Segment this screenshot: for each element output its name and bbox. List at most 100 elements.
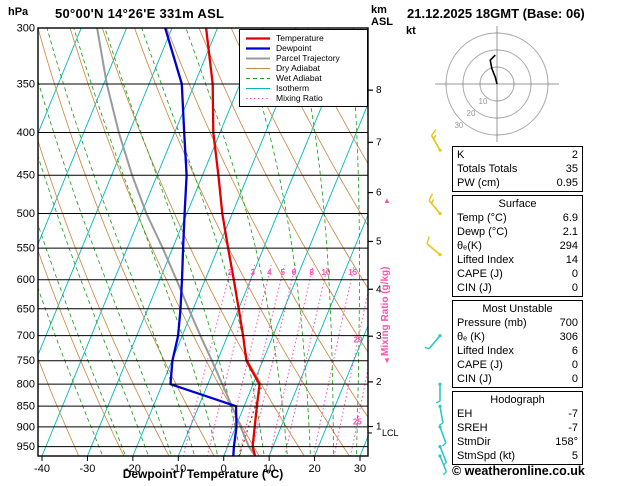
stat-row: Pressure (mb) 700 xyxy=(453,316,582,330)
legend-swatch-mixing-ratio xyxy=(246,97,270,99)
stat-label: CAPE (J) xyxy=(457,359,503,371)
height-axis-unit: km ASL xyxy=(371,4,393,28)
svg-text:3: 3 xyxy=(250,268,255,277)
legend-label: Temperature xyxy=(276,33,324,43)
stat-row: Lifted Index 14 xyxy=(453,253,582,267)
temp-tick-label: -40 xyxy=(34,463,50,475)
legend-item: Dry Adiabat xyxy=(245,63,362,73)
height-axis-unit-asl: ASL xyxy=(371,16,393,28)
wind-barb xyxy=(428,335,441,350)
temp-tick-label: 30 xyxy=(354,463,366,475)
km-tick-label: 6 xyxy=(376,188,382,199)
km-tick-label: 3 xyxy=(376,331,382,342)
stat-value: 306 xyxy=(559,331,578,343)
svg-text:10: 10 xyxy=(322,268,331,277)
stat-label: CAPE (J) xyxy=(457,268,503,280)
stat-value: 0.95 xyxy=(556,177,578,189)
datetime-title: 21.12.2025 18GMT (Base: 06) xyxy=(407,6,585,21)
legend-swatch-parcel-trajectory xyxy=(246,57,270,59)
temp-tick-label: 0 xyxy=(221,463,227,475)
temp-tick-label: -10 xyxy=(170,463,186,475)
pressure-tick-label: 850 xyxy=(17,401,35,413)
stats-section-header: Most Unstable xyxy=(482,303,553,315)
pressure-tick-label: 300 xyxy=(17,23,35,35)
km-tick-label: 2 xyxy=(376,377,382,388)
wind-barb xyxy=(430,135,441,151)
hodograph-ring-label: 10 xyxy=(479,97,488,106)
stat-row: PW (cm) 0.95 xyxy=(453,176,582,190)
stat-label: StmSpd (kt) xyxy=(457,450,516,462)
pressure-tick-label: 450 xyxy=(17,170,35,182)
stat-label: Temp (°C) xyxy=(457,212,507,224)
km-tick-label: 1 xyxy=(376,422,382,433)
svg-text:6: 6 xyxy=(292,268,297,277)
stat-row: CIN (J) 0 xyxy=(453,281,582,295)
stat-value: 6 xyxy=(571,345,578,357)
stat-row: Totals Totals 35 xyxy=(453,162,582,176)
mixing-ratio-labels: 2 3 4 5 6 8 10 15 20 25 xyxy=(228,268,363,427)
stat-row: EH -7 xyxy=(453,407,582,421)
svg-text:15: 15 xyxy=(348,268,357,277)
height-axis-unit-km: km xyxy=(371,4,387,16)
stats-box: K 2 Totals Totals 35 PW (cm) 0.95 xyxy=(452,146,583,192)
stat-label: SREH xyxy=(457,422,488,434)
stats-box: Hodograph EH -7 SREH -7 StmDir 158° StmSpd (kt)… xyxy=(452,391,583,465)
pressure-tick-label: 950 xyxy=(17,441,35,453)
km-tick-label: 4 xyxy=(376,284,382,295)
stat-label: θₑ(K) xyxy=(457,240,482,252)
wet-adiabat-lines xyxy=(38,28,360,455)
pressure-tick-label: 900 xyxy=(17,421,35,433)
legend-swatch-dewpoint xyxy=(246,46,270,50)
stat-row: Lifted Index 6 xyxy=(453,344,582,358)
svg-text:25: 25 xyxy=(353,418,362,427)
pressure-tick-label: 500 xyxy=(17,208,35,220)
stat-label: Pressure (mb) xyxy=(457,317,527,329)
legend-swatch-temperature xyxy=(246,36,270,40)
wind-barb xyxy=(439,455,448,473)
legend-swatch-isotherm xyxy=(246,87,270,89)
legend-item: Temperature xyxy=(245,33,362,43)
stat-row: CIN (J) 0 xyxy=(453,372,582,386)
pressure-tick-label: 750 xyxy=(17,355,35,367)
stat-value: 0 xyxy=(571,282,578,294)
stat-label: StmDir xyxy=(457,436,491,448)
stat-label: PW (cm) xyxy=(457,177,500,189)
mixing-ratio-lines xyxy=(182,264,368,456)
svg-text:8: 8 xyxy=(309,268,314,277)
stat-row: SREH -7 xyxy=(453,421,582,435)
legend-item: Dewpoint xyxy=(245,43,362,53)
temp-tick-label: -20 xyxy=(125,463,141,475)
stat-label: θₑ (K) xyxy=(457,331,485,343)
stat-label: Dewp (°C) xyxy=(457,226,508,238)
pressure-tick-label: 800 xyxy=(17,379,35,391)
stat-label: Totals Totals xyxy=(457,163,518,175)
legend-label: Isotherm xyxy=(276,83,310,93)
stat-label: EH xyxy=(457,408,473,420)
stat-value: 2 xyxy=(571,149,578,161)
stat-value: 2.1 xyxy=(562,226,578,238)
pressure-axis-unit: hPa xyxy=(8,6,29,18)
svg-text:20: 20 xyxy=(354,335,363,344)
wind-barb xyxy=(439,406,444,424)
stat-row: CAPE (J) 0 xyxy=(453,267,582,281)
km-tick-label: 5 xyxy=(376,236,382,247)
stat-row: StmDir 158° xyxy=(453,435,582,449)
legend-label: Mixing Ratio xyxy=(276,93,323,103)
hodograph-ring-label: 30 xyxy=(454,121,463,130)
stat-value: -7 xyxy=(568,408,578,420)
stats-panel: K 2 Totals Totals 35 PW (cm) 0.95 Surface Temp … xyxy=(452,146,583,468)
wind-barb xyxy=(428,199,441,215)
hodograph-trace xyxy=(489,54,498,85)
stat-value: 0 xyxy=(571,373,578,385)
wind-barb xyxy=(426,243,441,256)
stats-box: Most Unstable Pressure (mb) 700 θₑ (K) 306 Li… xyxy=(452,300,583,388)
copyright: © weatheronline.co.uk xyxy=(452,464,585,478)
km-tick-label: 8 xyxy=(376,85,382,96)
temp-axis-ticks: -40 -30 -20 -10 0 10 20 30 xyxy=(34,456,366,475)
mixing-arrow-down-icon: ▼ xyxy=(383,356,391,365)
mixing-arrow-up-icon: ▲ xyxy=(383,196,391,205)
pressure-tick-label: 600 xyxy=(17,274,35,286)
